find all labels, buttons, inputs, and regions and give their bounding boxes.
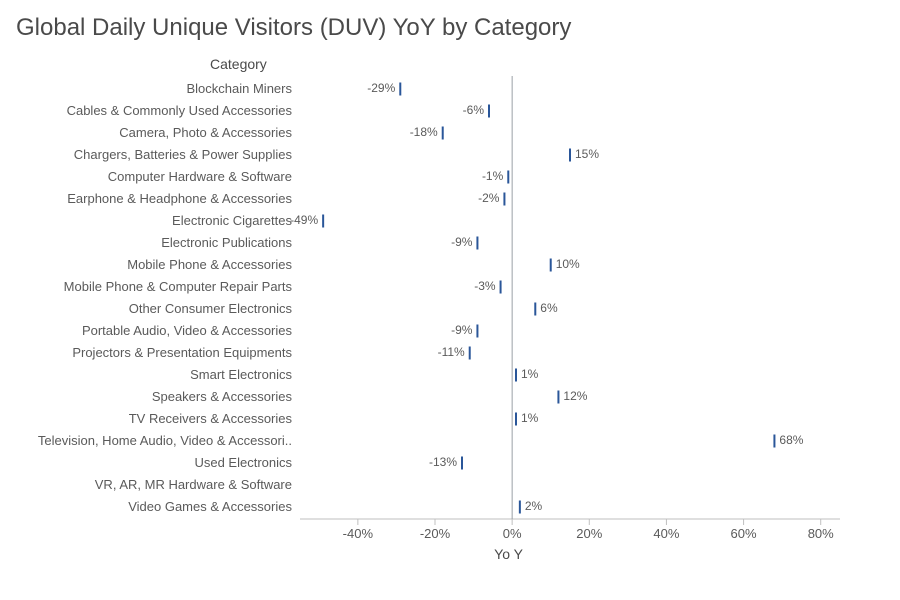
data-marker (519, 501, 521, 514)
data-marker (569, 149, 571, 162)
data-marker (461, 457, 463, 470)
category-label: Camera, Photo & Accessories (0, 125, 292, 140)
value-label: 1% (521, 367, 538, 381)
value-label: 2% (525, 499, 542, 513)
value-label: 6% (540, 301, 557, 315)
category-label: Smart Electronics (0, 367, 292, 382)
value-label: -1% (482, 169, 503, 183)
data-marker (322, 215, 324, 228)
data-marker (503, 193, 505, 206)
value-label: -9% (451, 323, 472, 337)
category-label: Used Electronics (0, 455, 292, 470)
category-label: Portable Audio, Video & Accessories (0, 323, 292, 338)
value-label: -6% (463, 103, 484, 117)
x-tick-label: 40% (646, 526, 686, 541)
data-marker (534, 303, 536, 316)
x-tick-label: 60% (724, 526, 764, 541)
category-label: Mobile Phone & Computer Repair Parts (0, 279, 292, 294)
category-label: VR, AR, MR Hardware & Software (0, 477, 292, 492)
value-label: -9% (451, 235, 472, 249)
value-label: -11% (438, 345, 465, 359)
data-marker (515, 413, 517, 426)
x-tick-label: -20% (415, 526, 455, 541)
value-label: 1% (521, 411, 538, 425)
category-label: Electronic Publications (0, 235, 292, 250)
category-label: Other Consumer Electronics (0, 301, 292, 316)
category-label: TV Receivers & Accessories (0, 411, 292, 426)
category-label: Projectors & Presentation Equipments (0, 345, 292, 360)
value-label: -49% (290, 213, 318, 227)
value-label: -3% (474, 279, 495, 293)
data-marker (476, 237, 478, 250)
x-tick-label: -40% (338, 526, 378, 541)
category-label: Electronic Cigarettes (0, 213, 292, 228)
data-marker (773, 435, 775, 448)
value-label: -18% (410, 125, 438, 139)
category-label: Cables & Commonly Used Accessories (0, 103, 292, 118)
category-label: Computer Hardware & Software (0, 169, 292, 184)
value-label: 15% (575, 147, 599, 161)
data-marker (476, 325, 478, 338)
x-tick-label: 0% (492, 526, 532, 541)
data-marker (442, 127, 444, 140)
data-marker (507, 171, 509, 184)
value-label: 68% (779, 433, 803, 447)
category-label: Video Games & Accessories (0, 499, 292, 514)
data-marker (515, 369, 517, 382)
category-label: Speakers & Accessories (0, 389, 292, 404)
data-marker (469, 347, 471, 360)
value-label: 12% (563, 389, 587, 403)
data-marker (488, 105, 490, 118)
category-label: Mobile Phone & Accessories (0, 257, 292, 272)
data-marker (500, 281, 502, 294)
data-marker (399, 83, 401, 96)
category-label: Television, Home Audio, Video & Accessor… (0, 433, 292, 448)
category-label: Chargers, Batteries & Power Supplies (0, 147, 292, 162)
x-tick-label: 20% (569, 526, 609, 541)
value-label: -29% (367, 81, 395, 95)
data-marker (557, 391, 559, 404)
value-label: 10% (556, 257, 580, 271)
value-label: -2% (478, 191, 499, 205)
x-tick-label: 80% (801, 526, 841, 541)
category-label: Blockchain Miners (0, 81, 292, 96)
category-label: Earphone & Headphone & Accessories (0, 191, 292, 206)
value-label: -13% (429, 455, 457, 469)
data-marker (550, 259, 552, 272)
